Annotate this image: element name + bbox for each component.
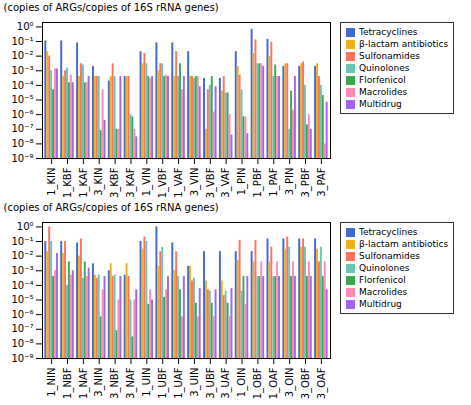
svg-text:3_UAF: 3_UAF — [220, 367, 232, 399]
svg-text:3_PAF: 3_PAF — [316, 167, 328, 197]
svg-text:1_VBF: 1_VBF — [157, 167, 169, 198]
html-text:Tetracyclines: Tetracyclines — [359, 227, 418, 237]
html-text:Macrolides: Macrolides — [359, 287, 408, 297]
svg-text:1_NIN: 1_NIN — [46, 368, 58, 397]
html-text:Florfenicol: Florfenicol — [359, 275, 406, 285]
svg-text:10⁻⁵: 10⁻⁵ — [11, 294, 33, 305]
svg-text:3_PIN: 3_PIN — [284, 168, 296, 196]
svg-text:1_UBF: 1_UBF — [157, 367, 169, 399]
svg-text:10⁻⁷: 10⁻⁷ — [11, 323, 33, 334]
html-text:Sulfonamides: Sulfonamides — [359, 51, 420, 61]
svg-text:10⁻⁵: 10⁻⁵ — [11, 94, 33, 105]
html-text:Sulfonamides: Sulfonamides — [359, 251, 420, 261]
svg-text:3_PBF: 3_PBF — [300, 167, 312, 197]
html-text:β-lactam antibiotics: β-lactam antibiotics — [359, 239, 449, 249]
svg-text:10⁻⁴: 10⁻⁴ — [11, 280, 33, 291]
svg-text:3_UBF: 3_UBF — [205, 367, 217, 399]
svg-text:3_NAF: 3_NAF — [125, 367, 137, 399]
svg-text:1_KAF: 1_KAF — [78, 167, 90, 198]
svg-text:10⁻⁶: 10⁻⁶ — [11, 309, 33, 320]
html-text:Multidrug: Multidrug — [359, 299, 402, 309]
svg-text:10⁰: 10⁰ — [17, 21, 34, 32]
svg-text:3_UIN: 3_UIN — [189, 368, 201, 397]
svg-text:1_KBF: 1_KBF — [62, 167, 74, 198]
svg-text:3_NIN: 3_NIN — [93, 368, 105, 397]
svg-text:1_OAF: 1_OAF — [268, 367, 280, 399]
svg-text:10⁻¹: 10⁻¹ — [11, 36, 33, 47]
svg-text:10⁻¹: 10⁻¹ — [11, 236, 33, 247]
svg-text:(copies of ARGs/copies of 16S: (copies of ARGs/copies of 16S rRNA genes… — [4, 202, 219, 213]
svg-text:3_VAF: 3_VAF — [220, 167, 232, 197]
svg-text:1_VIN: 1_VIN — [141, 168, 153, 197]
svg-text:10⁻³: 10⁻³ — [11, 65, 33, 76]
html-text:Macrolides: Macrolides — [359, 87, 408, 97]
svg-text:(copies of ARGs/copies of 16S: (copies of ARGs/copies of 16S rRNA genes… — [4, 2, 219, 13]
html-text:Tetracyclines: Tetracyclines — [359, 27, 418, 37]
svg-text:1_PIN: 1_PIN — [236, 168, 248, 196]
svg-text:10⁻⁷: 10⁻⁷ — [11, 123, 33, 134]
html-text:Florfenicol: Florfenicol — [359, 75, 406, 85]
svg-text:3_KIN: 3_KIN — [93, 168, 105, 196]
html-text:β-lactam antibiotics: β-lactam antibiotics — [359, 39, 449, 49]
svg-text:1_OIN: 1_OIN — [236, 368, 248, 398]
svg-text:10⁻⁶: 10⁻⁶ — [11, 109, 33, 120]
html-text:Quinolones: Quinolones — [359, 263, 410, 273]
svg-text:1_OBF: 1_OBF — [252, 367, 264, 399]
svg-text:1_NBF: 1_NBF — [62, 367, 74, 399]
svg-text:3_OAF: 3_OAF — [316, 367, 328, 399]
svg-text:10⁻⁹: 10⁻⁹ — [11, 153, 33, 164]
svg-text:3_VIN: 3_VIN — [189, 168, 201, 197]
svg-text:1_NAF: 1_NAF — [78, 367, 90, 399]
html-text:Multidrug: Multidrug — [359, 99, 402, 109]
svg-text:1_PBF: 1_PBF — [252, 167, 264, 197]
svg-text:10⁻⁸: 10⁻⁸ — [11, 338, 33, 349]
svg-text:3_KBF: 3_KBF — [109, 167, 121, 198]
svg-text:10⁻³: 10⁻³ — [11, 265, 33, 276]
svg-text:3_OBF: 3_OBF — [300, 367, 312, 399]
html-text:Quinolones: Quinolones — [359, 63, 410, 73]
svg-text:3_VBF: 3_VBF — [205, 167, 217, 198]
svg-text:10⁻⁴: 10⁻⁴ — [11, 80, 33, 91]
svg-text:10⁻⁸: 10⁻⁸ — [11, 138, 33, 149]
svg-text:1_PAF: 1_PAF — [268, 167, 280, 197]
svg-text:3_KAF: 3_KAF — [125, 167, 137, 198]
svg-text:10⁻²: 10⁻² — [11, 50, 33, 61]
svg-text:10⁰: 10⁰ — [17, 221, 34, 232]
svg-text:10⁻²: 10⁻² — [11, 250, 33, 261]
svg-text:1_KIN: 1_KIN — [46, 168, 58, 196]
svg-text:10⁻⁹: 10⁻⁹ — [11, 353, 33, 364]
svg-text:1_VAF: 1_VAF — [173, 167, 185, 197]
svg-text:3_OIN: 3_OIN — [284, 368, 296, 398]
svg-text:3_NBF: 3_NBF — [109, 367, 121, 399]
svg-text:1_UAF: 1_UAF — [173, 367, 185, 399]
svg-text:1_UIN: 1_UIN — [141, 368, 153, 397]
